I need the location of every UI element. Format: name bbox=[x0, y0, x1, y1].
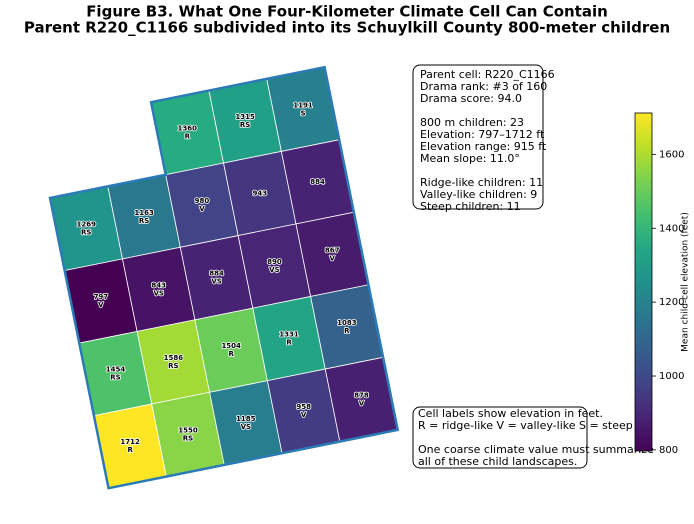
cell-value: 1269 bbox=[77, 220, 97, 228]
cell-class: RS bbox=[168, 362, 178, 370]
cell-class: R bbox=[228, 350, 234, 358]
cell-value: 1083 bbox=[337, 319, 357, 327]
cell-value: 890 bbox=[267, 258, 282, 266]
info-line: Drama rank: #3 of 160 bbox=[420, 80, 547, 93]
colorbar-tick-label: 1200 bbox=[659, 297, 684, 308]
cell-value: 1163 bbox=[134, 209, 154, 217]
cell-value: 1191 bbox=[293, 101, 313, 109]
colorbar-tick-label: 1600 bbox=[659, 149, 684, 160]
cell-value: 943 bbox=[252, 189, 267, 197]
cell-class: V bbox=[199, 205, 205, 213]
parent-cell-border bbox=[48, 65, 400, 490]
cell-value: 1504 bbox=[221, 342, 241, 350]
cell-value: 1550 bbox=[178, 426, 198, 434]
cell-value: 958 bbox=[296, 403, 311, 411]
cell-class: R bbox=[286, 339, 292, 347]
info-line: Mean slope: 11.0° bbox=[420, 152, 520, 165]
cell-value: 884 bbox=[209, 270, 224, 278]
cell-class: RS bbox=[183, 434, 193, 442]
info-line: Drama score: 94.0 bbox=[420, 92, 522, 105]
cell-value: 980 bbox=[195, 197, 210, 205]
note-line: Cell labels show elevation in feet. bbox=[418, 407, 603, 420]
chart-subtitle: Parent R220_C1166 subdivided into its Sc… bbox=[24, 19, 670, 37]
cell-class: RS bbox=[110, 374, 120, 382]
info-line: Valley-like children: 9 bbox=[420, 188, 537, 201]
cell-value: 843 bbox=[151, 281, 166, 289]
cell-class: V bbox=[330, 254, 336, 262]
cell-class: VS bbox=[241, 423, 251, 431]
cell-class: R bbox=[127, 446, 133, 454]
cell-grid bbox=[48, 65, 400, 490]
colorbar-tick-label: 1400 bbox=[659, 223, 684, 234]
cell-value: 1454 bbox=[106, 366, 126, 374]
info-line: Elevation: 797–1712 ft bbox=[420, 128, 545, 141]
cell-class: V bbox=[98, 301, 104, 309]
note-line: One coarse climate value must summarize bbox=[418, 443, 654, 456]
cell-value: 1331 bbox=[279, 331, 299, 339]
cell-value: 867 bbox=[325, 246, 340, 254]
info-line: Steep children: 11 bbox=[420, 200, 521, 213]
cell-value: 1315 bbox=[235, 113, 255, 121]
note-line: R = ridge-like V = valley-like S = steep bbox=[418, 419, 633, 432]
cell-value: 1712 bbox=[120, 438, 140, 446]
colorbar-tick-label: 1000 bbox=[659, 371, 684, 382]
cell-value: 884 bbox=[310, 178, 325, 186]
cell-value: 797 bbox=[94, 293, 109, 301]
cell-value: 1185 bbox=[236, 415, 256, 423]
colorbar-label: Mean child-cell elevation (feet) bbox=[681, 212, 691, 352]
chart-title: Figure B3. What One Four-Kilometer Clima… bbox=[86, 3, 608, 21]
cell-class: V bbox=[359, 399, 365, 407]
cell-class: VS bbox=[269, 266, 279, 274]
cell-class: RS bbox=[81, 228, 91, 236]
cell-class: R bbox=[344, 327, 350, 335]
colorbar bbox=[634, 112, 653, 452]
info-line: Elevation range: 915 ft bbox=[420, 140, 547, 153]
cell-value: 1360 bbox=[178, 125, 198, 133]
cell-class: VS bbox=[153, 289, 163, 297]
info-box bbox=[412, 64, 544, 210]
cell-class: R bbox=[185, 133, 191, 141]
cell-class: S bbox=[300, 109, 305, 117]
cell-value: 878 bbox=[354, 391, 369, 399]
cell-class: RS bbox=[139, 217, 149, 225]
cell-class: V bbox=[301, 411, 307, 419]
note-line: all of these child landscapes. bbox=[418, 455, 577, 468]
cell-class: VS bbox=[211, 278, 221, 286]
info-line: 800 m children: 23 bbox=[420, 116, 524, 129]
colorbar-tick-label: 800 bbox=[659, 445, 678, 456]
cell-class: RS bbox=[240, 121, 250, 129]
cell-value: 1586 bbox=[164, 354, 184, 362]
info-line: Ridge-like children: 11 bbox=[420, 176, 543, 189]
info-line: Parent cell: R220_C1166 bbox=[420, 68, 555, 81]
note-box bbox=[412, 406, 588, 469]
